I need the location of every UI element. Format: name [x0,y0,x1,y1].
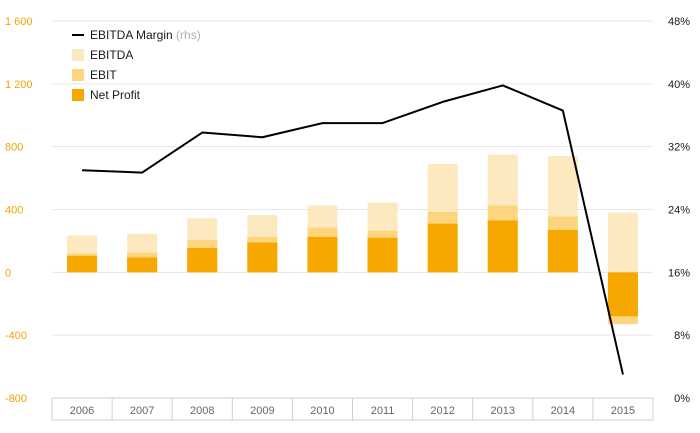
legend-label-net-profit: Net Profit [90,88,141,102]
y-right-tick-label-6: 48% [668,16,690,28]
y-left-tick-label-2: 0 [5,267,11,279]
y-left-tick-label-4: 800 [5,142,23,154]
legend-label-ebit: EBIT [90,68,117,82]
x-tick-label-2006: 2006 [70,405,94,417]
y-left-tick-label-5: 1 200 [5,79,33,91]
bar-net-profit-2009 [247,242,278,273]
legend-marker-ebitda [72,49,84,61]
x-tick-label-2015: 2015 [611,405,635,417]
y-right-tick-label-2: 16% [668,267,690,279]
x-tick-label-2012: 2012 [430,405,454,417]
y-left-tick-label-0: -800 [5,393,27,405]
bar-net-profit-2006 [67,255,98,273]
y-right-tick-label-0: 0% [674,393,690,405]
legend-marker-net-profit [72,89,84,101]
y-left-tick-label-3: 400 [5,205,23,217]
y-left-tick-label-6: 1 600 [5,16,33,28]
legend: EBITDA Margin (rhs) EBITDA EBIT Net Profit [72,28,201,102]
x-tick-label-2007: 2007 [130,405,154,417]
line-ebitda-margin [82,84,624,375]
legend-marker-ebit [72,69,84,81]
x-tick-label-2010: 2010 [310,405,334,417]
x-tick-label-2011: 2011 [371,405,395,417]
bar-ebitda-2015 [607,212,638,273]
x-tick-label-2008: 2008 [190,405,214,417]
legend-suffix-ebitda-margin: (rhs) [173,28,201,42]
y-left-tick-label-1: -400 [5,330,27,342]
bars [67,154,638,325]
bar-net-profit-2015 [607,272,638,317]
bar-net-profit-2008 [187,247,218,273]
y-right-tick-label-1: 8% [674,330,690,342]
x-tick-label-2013: 2013 [491,405,515,417]
y-right-tick-label-4: 32% [668,142,690,154]
bar-net-profit-2007 [127,257,158,273]
bar-net-profit-2012 [427,223,458,273]
legend-label-ebitda: EBITDA [90,48,133,62]
axes: 2006 2007 2008 2009 2010 2011 2012 2013 2014 2015… [5,16,690,421]
bar-net-profit-2010 [307,236,338,273]
x-tick-label-2014: 2014 [551,405,575,417]
bar-net-profit-2013 [487,220,518,273]
x-tick-label-2009: 2009 [250,405,274,417]
y-right-tick-label-5: 40% [668,79,690,91]
legend-label-ebitda-margin: EBITDA Margin (rhs) [90,28,201,42]
bar-net-profit-2011 [367,237,398,273]
y-right-tick-label-3: 24% [668,205,690,217]
bar-net-profit-2014 [547,229,578,273]
margin-line [82,84,624,375]
